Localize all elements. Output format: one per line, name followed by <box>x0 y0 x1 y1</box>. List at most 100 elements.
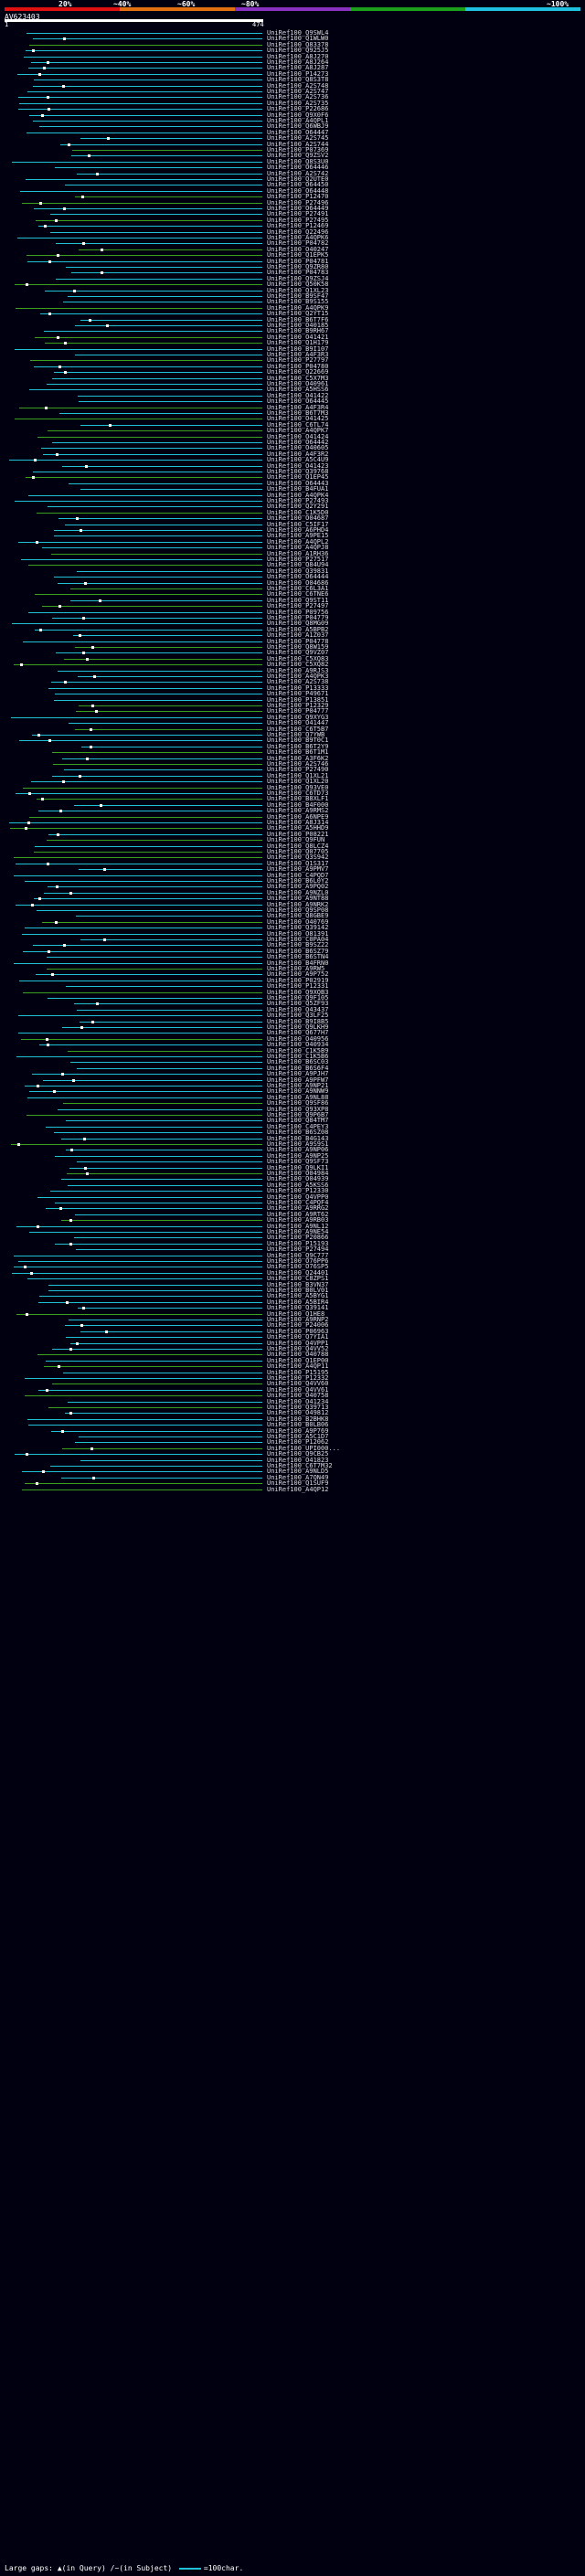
hit-row[interactable]: UniRef100_Q93VE0 <box>0 784 585 791</box>
hit-row[interactable]: UniRef100_A9NP25 <box>0 1152 585 1160</box>
hit-label[interactable]: UniRef100_Q84U94 <box>267 561 329 569</box>
hit-row[interactable]: UniRef100_O41424 <box>0 433 585 440</box>
hit-label[interactable]: UniRef100_Q39141 <box>267 1304 329 1312</box>
hit-label[interactable]: UniRef100_A8J264 <box>267 58 329 66</box>
hit-label[interactable]: UniRef100_A2S745 <box>267 134 329 143</box>
hit-label[interactable]: UniRef100_B4G143 <box>267 1134 329 1142</box>
hit-label[interactable]: UniRef100_O64446 <box>267 164 329 172</box>
hit-label[interactable]: UniRef100_A2S744 <box>267 140 329 148</box>
hit-label[interactable]: UniRef100_P04781 <box>267 257 329 265</box>
hit-row[interactable]: UniRef100_Q83378 <box>0 41 585 48</box>
hit-row[interactable]: UniRef100_A6PHD4 <box>0 526 585 534</box>
hit-row[interactable]: UniRef100_B6STN4 <box>0 953 585 960</box>
hit-row[interactable]: UniRef100_Q07705 <box>0 848 585 855</box>
hit-row[interactable]: UniRef100_Q5ZF93 <box>0 1000 585 1008</box>
hit-label[interactable]: UniRef100_B8XLF1 <box>267 795 329 803</box>
hit-label[interactable]: UniRef100_A9NE54 <box>267 1228 329 1235</box>
hit-row[interactable]: UniRef100_A4QPK7 <box>0 427 585 434</box>
hit-row[interactable]: UniRef100_B9SZ22 <box>0 941 585 949</box>
hit-row[interactable]: UniRef100_O40769 <box>0 918 585 926</box>
hit-row[interactable]: UniRef100_Q1XL23 <box>0 287 585 294</box>
hit-label[interactable]: UniRef100_C8ZPS1 <box>267 1275 329 1283</box>
hit-row[interactable]: UniRef100_Q84TM7 <box>0 1117 585 1124</box>
hit-label[interactable]: UniRef100_P12332 <box>267 1374 329 1382</box>
hit-row[interactable]: UniRef100_B6T2Y9 <box>0 743 585 750</box>
hit-label[interactable]: UniRef100_Q1EP00 <box>267 1356 329 1364</box>
hit-row[interactable]: UniRef100_O64444 <box>0 573 585 580</box>
hit-label[interactable]: UniRef100_P27491 <box>267 210 329 218</box>
hit-row[interactable]: UniRef100_A4QPL1 <box>0 117 585 124</box>
hit-label[interactable]: UniRef100_A9NLD5 <box>267 1468 329 1476</box>
hit-row[interactable]: UniRef100_O76PP6 <box>0 1257 585 1265</box>
hit-label[interactable]: UniRef100_O40185 <box>267 322 329 329</box>
hit-row[interactable]: UniRef100_P15193 <box>0 1240 585 1247</box>
hit-row[interactable]: UniRef100_Q9SWL4 <box>0 29 585 37</box>
hit-label[interactable]: UniRef100_O41423 <box>267 461 329 470</box>
hit-row[interactable]: UniRef100_A9NE54 <box>0 1228 585 1235</box>
hit-row[interactable]: UniRef100_P04781 <box>0 257 585 265</box>
hit-label[interactable]: UniRef100_B6SZ79 <box>267 947 329 955</box>
hit-row[interactable]: UniRef100_P12329 <box>0 702 585 709</box>
hit-row[interactable]: UniRef100_P14273 <box>0 70 585 78</box>
hit-label[interactable]: UniRef100_A2S738 <box>267 678 329 686</box>
hit-row[interactable]: UniRef100_P04778 <box>0 638 585 645</box>
hit-row[interactable]: UniRef100_Q39142 <box>0 924 585 931</box>
hit-row[interactable]: UniRef100_P06963 <box>0 1328 585 1335</box>
hit-row[interactable]: UniRef100_A9S9S1 <box>0 1140 585 1148</box>
hit-row[interactable]: UniRef100_Q39768 <box>0 468 585 475</box>
hit-row[interactable]: UniRef100_Q8S3U0 <box>0 158 585 165</box>
hit-row[interactable]: UniRef100_A9PE15 <box>0 532 585 539</box>
hit-label[interactable]: UniRef100_Q9FUN <box>267 836 325 844</box>
hit-label[interactable]: UniRef100_P12329 <box>267 702 329 709</box>
hit-row[interactable]: UniRef100_A9PJH7 <box>0 1070 585 1077</box>
hit-label[interactable]: UniRef100_O40788 <box>267 1351 329 1359</box>
hit-row[interactable]: UniRef100_O64449 <box>0 205 585 212</box>
hit-row[interactable]: UniRef100_Q8MG09 <box>0 620 585 627</box>
hit-label[interactable]: UniRef100_Q8MG09 <box>267 620 329 628</box>
hit-row[interactable]: UniRef100_P27491 <box>0 210 585 218</box>
hit-row[interactable]: UniRef100_P04779 <box>0 614 585 621</box>
hit-row[interactable]: UniRef100_Q39141 <box>0 1304 585 1312</box>
hit-label[interactable]: UniRef100_A5BIR4 <box>267 1298 329 1306</box>
hit-row[interactable]: UniRef100_A9RT62 <box>0 1211 585 1218</box>
hit-label[interactable]: UniRef100_Q9XYG3 <box>267 713 329 721</box>
hit-row[interactable]: UniRef100_A7QN49 <box>0 1474 585 1481</box>
hit-label[interactable]: UniRef100_B9S155 <box>267 298 329 306</box>
hit-label[interactable]: UniRef100_A5BYG1 <box>267 1292 329 1300</box>
hit-label[interactable]: UniRef100_Q9ZSJ4 <box>267 274 329 282</box>
hit-row[interactable]: UniRef100_Q1EPK5 <box>0 251 585 259</box>
hit-row[interactable]: UniRef100_P08221 <box>0 831 585 838</box>
hit-row[interactable]: UniRef100_B4FUA1 <box>0 485 585 493</box>
hit-row[interactable]: UniRef100_C0PA04 <box>0 936 585 943</box>
hit-label[interactable]: UniRef100_Q2UTE0 <box>267 175 329 183</box>
hit-row[interactable]: UniRef100_C4PQF4 <box>0 1199 585 1206</box>
hit-row[interactable]: UniRef100_O64442 <box>0 439 585 446</box>
hit-label[interactable]: UniRef100_O64445 <box>267 398 329 406</box>
hit-label[interactable]: UniRef100_C0PA04 <box>267 936 329 943</box>
hit-row[interactable]: UniRef100_O64448 <box>0 187 585 195</box>
hit-label[interactable]: UniRef100_Q22669 <box>267 368 329 376</box>
hit-row[interactable]: UniRef100_B0LB06 <box>0 1421 585 1428</box>
hit-row[interactable]: UniRef100_Q1H179 <box>0 339 585 346</box>
hit-row[interactable]: UniRef100_Q1S317 <box>0 860 585 867</box>
hit-row[interactable]: UniRef100_A2S745 <box>0 134 585 143</box>
hit-label[interactable]: UniRef100_P27494 <box>267 1246 329 1254</box>
hit-label[interactable]: UniRef100_B6SC03 <box>267 1058 329 1066</box>
hit-row[interactable]: UniRef100_Q9VZ07 <box>0 649 585 657</box>
hit-row[interactable]: UniRef100_C5XQ83 <box>0 655 585 663</box>
hit-label[interactable]: UniRef100_C4PQD7 <box>267 871 329 879</box>
hit-label[interactable]: UniRef100_P12330 <box>267 1187 329 1195</box>
hit-label[interactable]: UniRef100_Q8W159 <box>267 643 329 651</box>
hit-label[interactable]: UniRef100_Q93XP8 <box>267 1105 329 1113</box>
hit-label[interactable]: UniRef100_Q925J5 <box>267 47 329 55</box>
hit-row[interactable]: UniRef100_A4F3R4 <box>0 404 585 411</box>
hit-label[interactable]: UniRef100_Q5ZF93 <box>267 1000 329 1008</box>
hit-row[interactable]: UniRef100_P13851 <box>0 696 585 704</box>
hit-row[interactable]: UniRef100_Q3S942 <box>0 853 585 861</box>
hit-row[interactable]: UniRef100_A9NNW9 <box>0 1087 585 1095</box>
hit-row[interactable]: UniRef100_B8XLF1 <box>0 795 585 803</box>
hit-row[interactable]: UniRef100_Q6WBJ9 <box>0 122 585 130</box>
hit-label[interactable]: UniRef100_P12469 <box>267 222 329 230</box>
hit-label[interactable]: UniRef100_A5KSS6 <box>267 1181 329 1189</box>
hit-label[interactable]: UniRef100_Q9VZ07 <box>267 649 329 657</box>
